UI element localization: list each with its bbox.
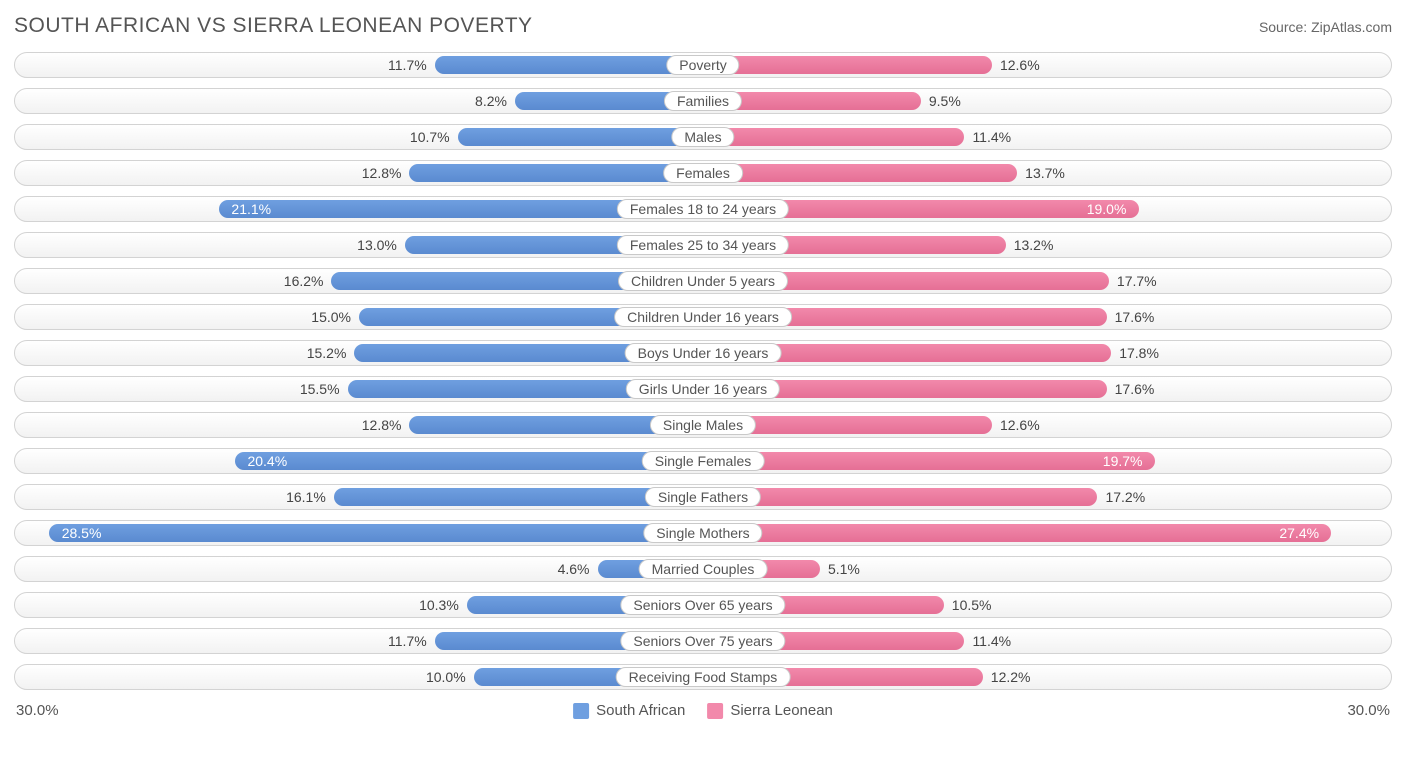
value-left: 12.8% bbox=[362, 165, 402, 181]
value-left: 13.0% bbox=[357, 237, 397, 253]
chart-row: 20.4% 19.7% Single Females bbox=[14, 448, 1392, 474]
category-label: Seniors Over 65 years bbox=[620, 595, 785, 615]
axis-max-left: 30.0% bbox=[16, 702, 59, 719]
chart-title: SOUTH AFRICAN VS SIERRA LEONEAN POVERTY bbox=[14, 14, 533, 38]
legend-swatch-left bbox=[573, 703, 589, 719]
chart-row: 11.7% 11.4% Seniors Over 75 years bbox=[14, 628, 1392, 654]
bar-left bbox=[49, 524, 703, 542]
chart-row: 15.5% 17.6% Girls Under 16 years bbox=[14, 376, 1392, 402]
value-left: 16.2% bbox=[284, 273, 324, 289]
chart-row: 28.5% 27.4% Single Mothers bbox=[14, 520, 1392, 546]
category-label: Seniors Over 75 years bbox=[620, 631, 785, 651]
bar-left bbox=[458, 128, 703, 146]
value-right: 5.1% bbox=[828, 561, 860, 577]
category-label: Married Couples bbox=[639, 559, 768, 579]
value-right: 13.7% bbox=[1025, 165, 1065, 181]
legend-item-left: South African bbox=[573, 702, 685, 719]
value-left: 15.2% bbox=[307, 345, 347, 361]
chart-source: Source: ZipAtlas.com bbox=[1259, 19, 1392, 35]
value-right: 12.2% bbox=[991, 669, 1031, 685]
category-label: Males bbox=[671, 127, 734, 147]
category-label: Females 25 to 34 years bbox=[617, 235, 789, 255]
value-right: 27.4% bbox=[1279, 525, 1319, 541]
value-right: 9.5% bbox=[929, 93, 961, 109]
bar-left bbox=[235, 452, 703, 470]
category-label: Children Under 5 years bbox=[618, 271, 788, 291]
chart-row: 15.2% 17.8% Boys Under 16 years bbox=[14, 340, 1392, 366]
category-label: Single Fathers bbox=[645, 487, 761, 507]
bar-right bbox=[703, 128, 964, 146]
chart-row: 10.3% 10.5% Seniors Over 65 years bbox=[14, 592, 1392, 618]
value-right: 11.4% bbox=[972, 129, 1011, 145]
legend-item-right: Sierra Leonean bbox=[707, 702, 833, 719]
chart-row: 21.1% 19.0% Females 18 to 24 years bbox=[14, 196, 1392, 222]
category-label: Single Mothers bbox=[643, 523, 762, 543]
bar-right bbox=[703, 164, 1017, 182]
axis-max-right: 30.0% bbox=[1347, 702, 1390, 719]
value-right: 10.5% bbox=[952, 597, 992, 613]
value-right: 17.2% bbox=[1105, 489, 1145, 505]
bar-right bbox=[703, 56, 992, 74]
category-label: Single Males bbox=[650, 415, 756, 435]
value-left: 20.4% bbox=[247, 453, 287, 469]
category-label: Poverty bbox=[666, 55, 739, 75]
legend-swatch-right bbox=[707, 703, 723, 719]
value-right: 17.7% bbox=[1117, 273, 1157, 289]
legend-label-right: Sierra Leonean bbox=[730, 702, 833, 719]
value-left: 15.5% bbox=[300, 381, 340, 397]
chart-row: 15.0% 17.6% Children Under 16 years bbox=[14, 304, 1392, 330]
bar-right bbox=[703, 452, 1155, 470]
value-left: 12.8% bbox=[362, 417, 402, 433]
chart-footer: 30.0% South African Sierra Leonean 30.0% bbox=[14, 700, 1392, 726]
value-right: 11.4% bbox=[972, 633, 1011, 649]
value-right: 17.6% bbox=[1115, 381, 1155, 397]
category-label: Girls Under 16 years bbox=[626, 379, 780, 399]
category-label: Receiving Food Stamps bbox=[616, 667, 791, 687]
category-label: Females 18 to 24 years bbox=[617, 199, 789, 219]
bar-left bbox=[409, 164, 703, 182]
diverging-bar-chart: 11.7% 12.6% Poverty 8.2% 9.5% Families 10.7% 11… bbox=[14, 52, 1392, 690]
value-right: 12.6% bbox=[1000, 57, 1040, 73]
chart-row: 13.0% 13.2% Females 25 to 34 years bbox=[14, 232, 1392, 258]
value-left: 15.0% bbox=[311, 309, 351, 325]
value-left: 10.7% bbox=[410, 129, 450, 145]
category-label: Females bbox=[663, 163, 743, 183]
value-right: 17.6% bbox=[1115, 309, 1155, 325]
value-left: 4.6% bbox=[558, 561, 590, 577]
category-label: Children Under 16 years bbox=[614, 307, 792, 327]
value-left: 16.1% bbox=[286, 489, 326, 505]
chart-row: 10.7% 11.4% Males bbox=[14, 124, 1392, 150]
value-left: 8.2% bbox=[475, 93, 507, 109]
value-left: 28.5% bbox=[62, 525, 102, 541]
chart-header: SOUTH AFRICAN VS SIERRA LEONEAN POVERTY … bbox=[14, 14, 1392, 38]
value-right: 19.0% bbox=[1087, 201, 1127, 217]
chart-row: 11.7% 12.6% Poverty bbox=[14, 52, 1392, 78]
category-label: Boys Under 16 years bbox=[625, 343, 782, 363]
chart-row: 12.8% 13.7% Females bbox=[14, 160, 1392, 186]
value-left: 10.0% bbox=[426, 669, 466, 685]
bar-right bbox=[703, 524, 1331, 542]
value-left: 21.1% bbox=[231, 201, 271, 217]
value-right: 19.7% bbox=[1103, 453, 1143, 469]
legend-label-left: South African bbox=[596, 702, 685, 719]
value-right: 12.6% bbox=[1000, 417, 1040, 433]
bar-right bbox=[703, 488, 1097, 506]
chart-row: 16.2% 17.7% Children Under 5 years bbox=[14, 268, 1392, 294]
value-left: 11.7% bbox=[388, 57, 427, 73]
chart-row: 10.0% 12.2% Receiving Food Stamps bbox=[14, 664, 1392, 690]
value-right: 13.2% bbox=[1014, 237, 1054, 253]
value-right: 17.8% bbox=[1119, 345, 1159, 361]
value-left: 11.7% bbox=[388, 633, 427, 649]
value-left: 10.3% bbox=[419, 597, 459, 613]
chart-row: 12.8% 12.6% Single Males bbox=[14, 412, 1392, 438]
category-label: Families bbox=[664, 91, 742, 111]
chart-row: 8.2% 9.5% Families bbox=[14, 88, 1392, 114]
legend: South African Sierra Leonean bbox=[573, 702, 833, 719]
category-label: Single Females bbox=[642, 451, 765, 471]
chart-row: 4.6% 5.1% Married Couples bbox=[14, 556, 1392, 582]
bar-left bbox=[435, 56, 703, 74]
chart-row: 16.1% 17.2% Single Fathers bbox=[14, 484, 1392, 510]
